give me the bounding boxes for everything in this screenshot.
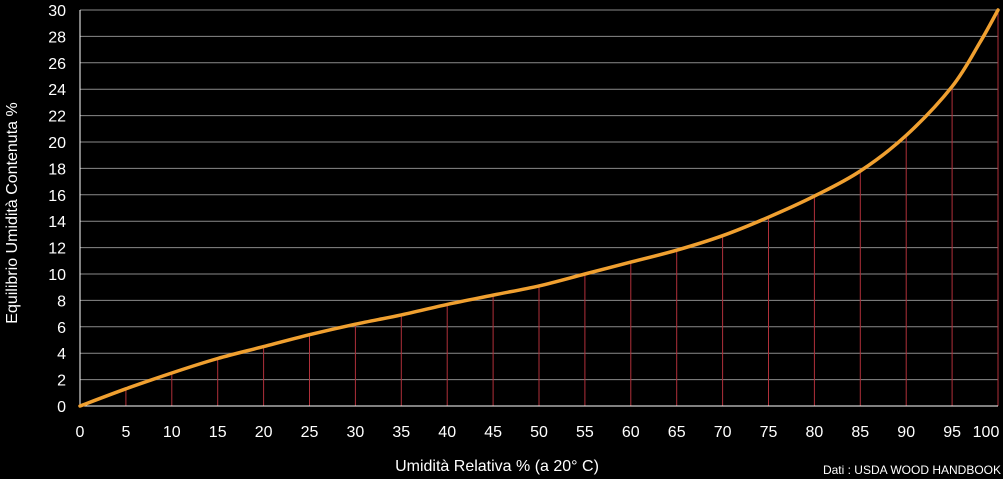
y-tick-label-6: 6 — [57, 320, 66, 337]
y-axis-title: Equilibrio Umidità Contenuta % — [4, 102, 21, 323]
x-tick-labels: 0 5 10 15 20 25 30 35 40 45 50 55 60 65 70 75 80 85 90 95 10… — [76, 424, 1000, 441]
y-tick-label-0: 0 — [57, 399, 66, 416]
x-tick-label-60: 60 — [622, 424, 640, 441]
y-tick-label-24: 24 — [48, 82, 66, 99]
x-tick-label-20: 20 — [255, 424, 273, 441]
x-tick-label-30: 30 — [347, 424, 365, 441]
x-tick-label-15: 15 — [209, 424, 227, 441]
x-tick-label-70: 70 — [714, 424, 732, 441]
x-tick-label-35: 35 — [392, 424, 410, 441]
x-axis-title: Umidità Relativa % (a 20° C) — [395, 458, 599, 475]
series-line-emc — [78, 8, 1000, 408]
x-tick-label-0: 0 — [76, 424, 85, 441]
y-tick-label-14: 14 — [48, 214, 66, 231]
y-tick-label-12: 12 — [48, 241, 66, 258]
y-tick-label-16: 16 — [48, 188, 66, 205]
y-tick-label-8: 8 — [57, 293, 66, 310]
y-tick-label-2: 2 — [57, 373, 66, 390]
x-tick-label-95: 95 — [943, 424, 961, 441]
x-tick-label-25: 25 — [301, 424, 319, 441]
x-tick-label-80: 80 — [806, 424, 824, 441]
x-tick-label-65: 65 — [668, 424, 686, 441]
y-tick-label-22: 22 — [48, 109, 66, 126]
axes — [79, 10, 998, 407]
y-tick-label-26: 26 — [48, 56, 66, 73]
x-tick-label-40: 40 — [438, 424, 456, 441]
x-tick-label-50: 50 — [530, 424, 548, 441]
x-tick-label-90: 90 — [897, 424, 915, 441]
x-tick-label-45: 45 — [484, 424, 502, 441]
y-tick-label-28: 28 — [48, 29, 66, 46]
y-tick-label-10: 10 — [48, 267, 66, 284]
x-tick-label-10: 10 — [163, 424, 181, 441]
x-tick-label-5: 5 — [121, 424, 130, 441]
x-tick-label-75: 75 — [760, 424, 778, 441]
x-tick-label-100: 100 — [973, 424, 1000, 441]
x-tick-label-85: 85 — [851, 424, 869, 441]
drop-lines — [125, 10, 999, 406]
y-tick-label-18: 18 — [48, 161, 66, 178]
series-layer — [78, 8, 1000, 408]
y-tick-label-4: 4 — [57, 346, 66, 363]
y-tick-label-20: 20 — [48, 135, 66, 152]
source-note: Dati : USDA WOOD HANDBOOK — [823, 463, 1001, 477]
x-tick-label-55: 55 — [576, 424, 594, 441]
y-tick-label-30: 30 — [48, 3, 66, 20]
